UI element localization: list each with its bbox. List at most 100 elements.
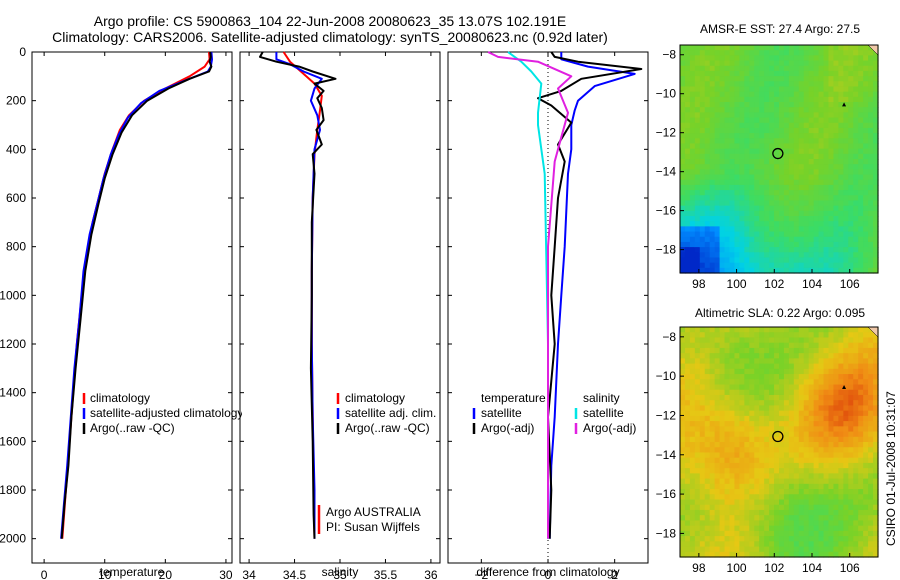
heatmap-cell (823, 210, 830, 217)
heatmap-cell (833, 431, 839, 438)
heatmap-cell (719, 122, 726, 129)
heatmap-cell (843, 515, 849, 522)
heatmap-cell (868, 541, 874, 548)
heatmap-cell (774, 442, 780, 448)
heatmap-cell (684, 117, 691, 124)
heatmap-cell (863, 45, 869, 51)
heatmap-cell (714, 473, 721, 480)
heatmap-cell (689, 231, 696, 238)
heatmap-cell (734, 257, 740, 264)
heatmap-cell (739, 252, 745, 259)
heatmap-cell (774, 436, 780, 443)
heatmap-cell (724, 353, 731, 359)
heatmap-cell (853, 447, 859, 454)
heatmap-cell (838, 478, 844, 485)
heatmap-cell (739, 494, 745, 501)
heatmap-cell (788, 447, 795, 454)
heatmap-cell (828, 452, 835, 459)
heatmap-cell (764, 179, 770, 186)
heatmap-cell (764, 405, 770, 412)
heatmap-cell (724, 102, 731, 108)
heatmap-cell (724, 81, 731, 88)
heatmap-cell (873, 379, 879, 386)
heatmap-cell (724, 159, 731, 165)
heatmap-cell (759, 431, 765, 438)
heatmap-cell (803, 332, 810, 339)
heatmap-cell (689, 436, 696, 443)
heatmap-cell (779, 112, 785, 119)
heatmap-cell (808, 468, 815, 474)
heatmap-cell (868, 174, 874, 181)
heatmap-cell (719, 332, 726, 339)
heatmap-cell (694, 164, 701, 170)
heatmap-cell (779, 195, 785, 202)
heatmap-cell (853, 368, 859, 375)
heatmap-cell (749, 541, 755, 548)
heatmap-cell (873, 102, 879, 108)
heatmap-cell (803, 478, 810, 485)
heatmap-cell (729, 384, 736, 391)
heatmap-cell (764, 91, 770, 98)
heatmap-cell (808, 384, 815, 391)
heatmap-cell (798, 337, 805, 344)
heatmap-cell (699, 159, 706, 165)
heatmap-cell (729, 353, 736, 359)
heatmap-cell (759, 241, 765, 248)
heatmap-cell (699, 169, 706, 176)
heatmap-cell (749, 551, 755, 558)
heatmap-cell (719, 504, 726, 511)
heatmap-cell (793, 431, 800, 438)
heatmap-cell (779, 267, 785, 274)
heatmap-cell (873, 117, 879, 124)
heatmap-cell (818, 457, 825, 464)
heatmap-cell (868, 473, 874, 480)
heatmap-cell (699, 415, 706, 422)
heatmap-cell (779, 241, 785, 248)
heatmap-cell (749, 81, 755, 88)
heatmap-cell (843, 546, 849, 553)
heatmap-cell (680, 184, 686, 191)
heatmap-cell (699, 179, 706, 186)
heatmap-cell (699, 127, 706, 134)
heatmap-cell (793, 55, 800, 62)
heatmap-cell (808, 457, 815, 464)
heatmap-cell (873, 353, 879, 359)
heatmap-cell (783, 195, 790, 202)
heatmap-cell (699, 205, 706, 212)
heatmap-cell (729, 107, 736, 113)
heatmap-cell (699, 442, 706, 448)
heatmap-cell (813, 247, 820, 253)
heatmap-cell (868, 478, 874, 485)
heatmap-cell (724, 384, 731, 391)
heatmap-cell (858, 122, 864, 129)
heatmap-cell (823, 468, 830, 474)
heatmap-cell (848, 226, 854, 233)
heatmap-cell (843, 509, 849, 516)
heatmap-cell (739, 421, 745, 427)
heatmap-cell (764, 342, 770, 349)
heatmap-cell (848, 96, 854, 103)
heatmap-cell (783, 384, 790, 391)
heatmap-cell (833, 384, 839, 391)
heatmap-cell (808, 190, 815, 196)
heatmap-cell (724, 138, 731, 145)
heatmap-cell (759, 541, 765, 548)
heatmap-cell (838, 374, 844, 380)
heatmap-cell (734, 159, 740, 165)
heatmap-cell (769, 327, 775, 333)
heatmap-cell (694, 332, 701, 339)
heatmap-cell (779, 358, 785, 365)
heatmap-cell (853, 394, 859, 401)
heatmap-cell (769, 117, 775, 124)
heatmap-cell (779, 81, 785, 88)
heatmap-cell (689, 127, 696, 134)
heatmap-cell (798, 247, 805, 253)
heatmap-cell (848, 541, 854, 548)
heatmap-cell (798, 342, 805, 349)
heatmap-cell (803, 148, 810, 155)
heatmap-cell (769, 337, 775, 344)
heatmap-cell (754, 226, 760, 233)
heatmap-cell (764, 525, 770, 532)
heatmap-cell (689, 91, 696, 98)
heatmap-cell (833, 70, 839, 77)
